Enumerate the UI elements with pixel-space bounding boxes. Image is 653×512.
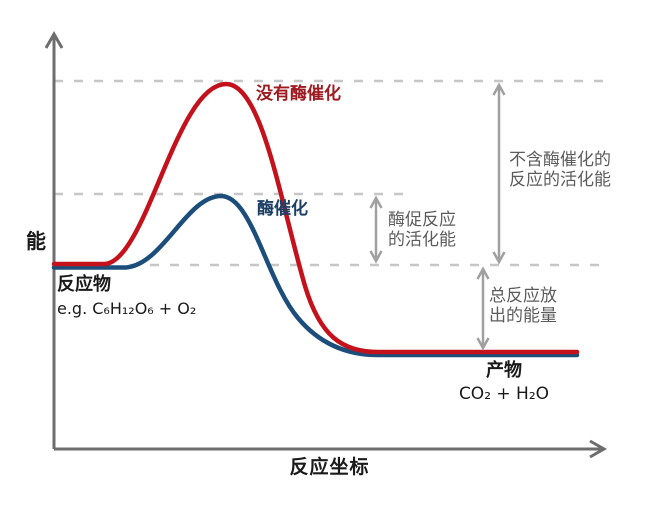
catalyzed-curve-label: 酶催化	[257, 199, 308, 218]
y-axis-label: 能	[26, 231, 46, 253]
arrowhead-down-icon	[476, 337, 490, 351]
catalyzed-activation-arrow-icon	[369, 195, 383, 264]
arrowhead-down-icon	[369, 250, 383, 264]
annotation-line-2: 出的能量	[489, 306, 557, 325]
uncatalyzed-activation-arrow-icon	[492, 82, 506, 265]
arrowhead-up-icon	[476, 266, 490, 280]
annotation-line-1: 不含酶催化的	[509, 150, 611, 169]
annotation-line-2: 反应的活化能	[509, 170, 611, 189]
released-energy-arrow-icon	[476, 266, 490, 351]
arrowhead-down-icon	[492, 251, 506, 265]
y-axis-arrowhead-icon	[44, 30, 64, 49]
catalyzed-curve	[51, 193, 580, 358]
reactants-title: 反应物	[57, 274, 111, 294]
annotation-line-1: 酶促反应	[388, 210, 456, 229]
uncatalyzed-activation-annotation: 不含酶催化的 反应的活化能	[509, 150, 611, 190]
annotation-line-1: 总反应放	[489, 286, 557, 305]
x-axis-arrowhead-icon	[589, 439, 608, 459]
products-title: 产物	[486, 360, 522, 380]
annotation-line-2: 的活化能	[388, 230, 456, 249]
uncatalyzed-curve-label: 没有酶催化	[256, 84, 341, 103]
arrowhead-up-icon	[369, 195, 383, 209]
arrowhead-up-icon	[492, 82, 506, 96]
y-axis	[44, 30, 64, 449]
x-axis	[54, 439, 608, 459]
released-energy-annotation: 总反应放 出的能量	[489, 286, 557, 326]
x-axis-label: 反应坐标	[289, 457, 370, 478]
reactants-formula: e.g. C₆H₁₂O₆ + O₂	[57, 299, 197, 318]
reactants-block: 反应物 e.g. C₆H₁₂O₆ + O₂	[57, 270, 196, 318]
catalyzed-activation-annotation: 酶促反应 的活化能	[388, 210, 456, 250]
uncatalyzed-curve	[51, 81, 580, 355]
products-formula: CO₂ + H₂O	[458, 384, 550, 404]
products-block: 产物 CO₂ + H₂O	[434, 356, 574, 404]
